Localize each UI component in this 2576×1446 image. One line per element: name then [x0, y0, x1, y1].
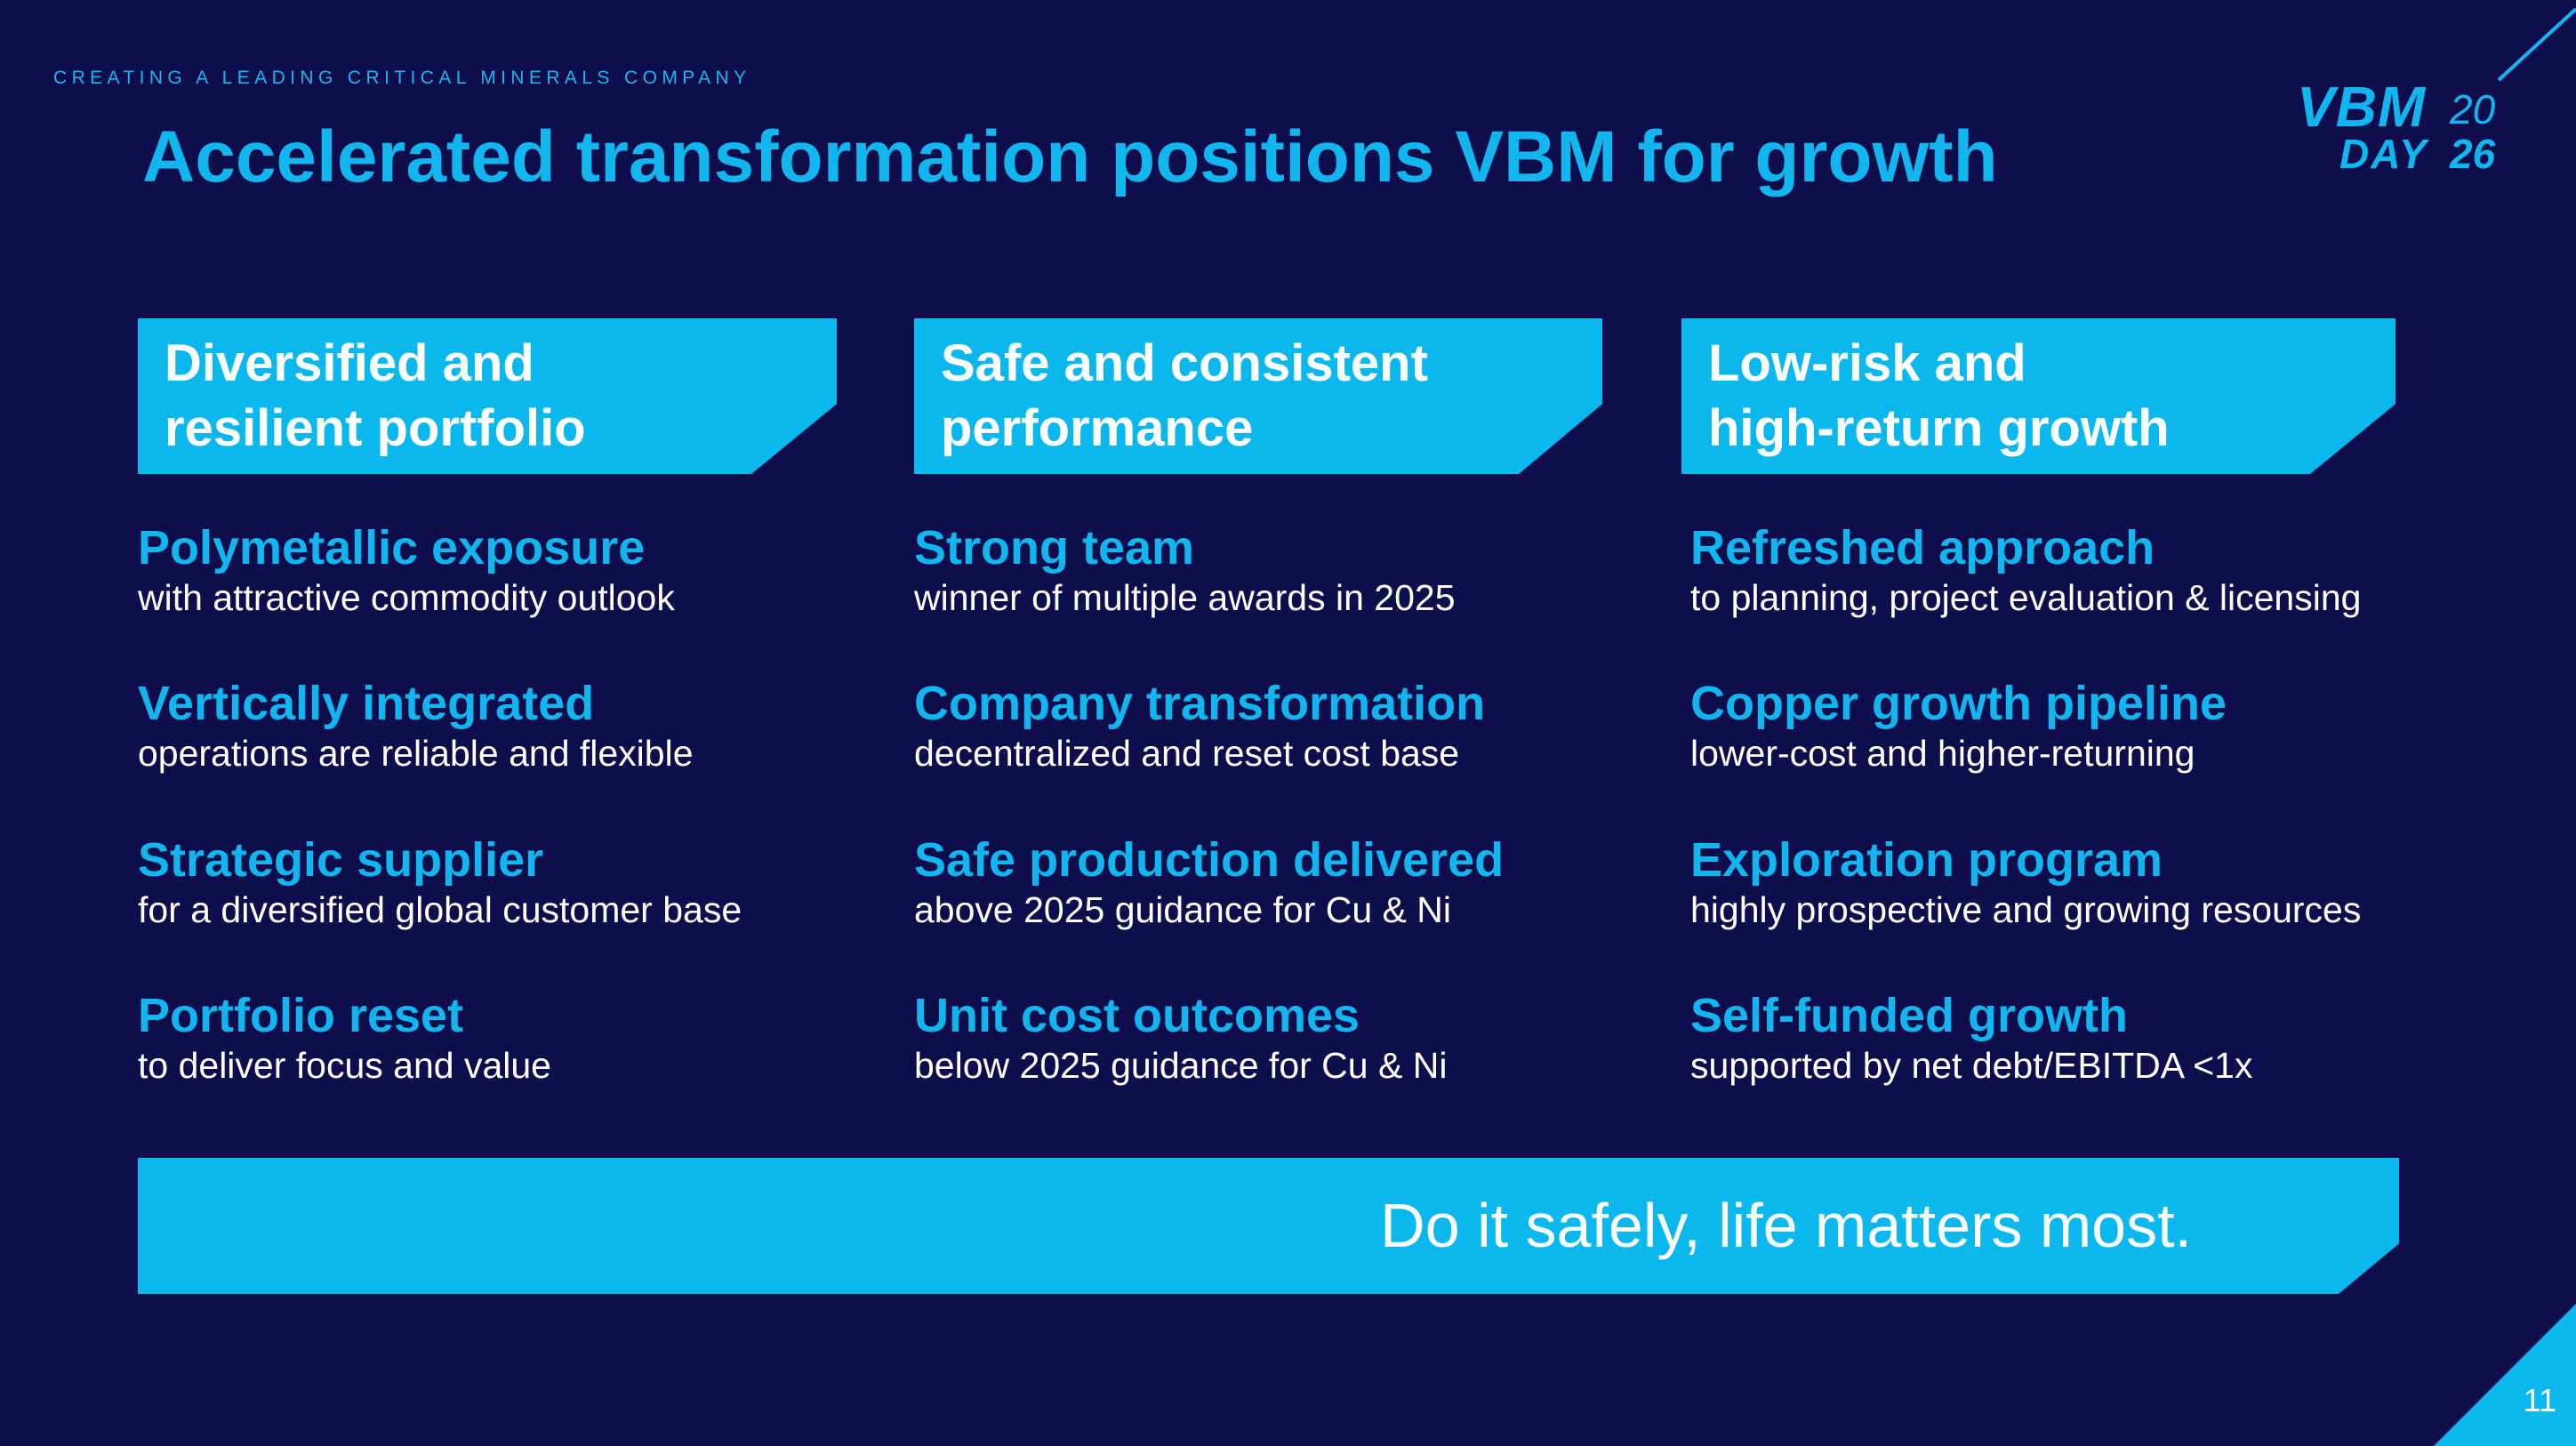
- column-header-portfolio: Diversified and resilient portfolio: [138, 318, 837, 474]
- column-header-text: Diversified and resilient portfolio: [165, 334, 586, 457]
- list-item: Strong team winner of multiple awards in…: [914, 520, 1456, 620]
- item-subtitle: winner of multiple awards in 2025: [914, 577, 1456, 618]
- item-subtitle: operations are reliable and flexible: [138, 733, 694, 774]
- item-subtitle: to deliver focus and value: [138, 1045, 551, 1086]
- item-subtitle: below 2025 guidance for Cu & Ni: [914, 1045, 1448, 1086]
- safety-banner: Do it safely, life matters most.: [138, 1158, 2399, 1294]
- item-title: Safe production delivered: [914, 833, 1505, 887]
- item-subtitle: decentralized and reset cost base: [914, 733, 1460, 774]
- item-title: Polymetallic exposure: [138, 521, 646, 574]
- item-subtitle: for a diversified global customer base: [138, 889, 742, 930]
- logo-year-top: 20: [2450, 86, 2496, 133]
- page-title: Accelerated transformation positions VBM…: [142, 116, 1998, 197]
- item-subtitle: highly prospective and growing resources: [1690, 889, 2362, 930]
- item-subtitle: supported by net debt/EBITDA <1x: [1690, 1045, 2253, 1086]
- page-number: 11: [2523, 1382, 2556, 1418]
- item-subtitle: lower-cost and higher-returning: [1690, 733, 2195, 774]
- vbm-day-logo: VBM 20 DAY 26: [2290, 78, 2503, 185]
- item-subtitle: to planning, project evaluation & licens…: [1690, 577, 2362, 618]
- list-item: Copper growth pipeline lower-cost and hi…: [1690, 676, 2227, 775]
- item-subtitle: with attractive commodity outlook: [138, 577, 675, 618]
- list-item: Portfolio reset to deliver focus and val…: [138, 988, 551, 1088]
- list-item: Self-funded growth supported by net debt…: [1690, 988, 2252, 1088]
- list-item: Safe production delivered above 2025 gui…: [914, 832, 1504, 932]
- item-title: Vertically integrated: [138, 677, 595, 730]
- safety-message: Do it safely, life matters most.: [1380, 1191, 2192, 1260]
- logo-year-bottom: 26: [2450, 131, 2496, 177]
- logo-day: DAY: [2339, 131, 2428, 177]
- column-header-text: Safe and consistent performance: [941, 334, 1428, 457]
- list-item: Exploration program highly prospective a…: [1690, 832, 2361, 932]
- list-item: Company transformation decentralized and…: [914, 676, 1485, 775]
- section-kicker: CREATING A LEADING CRITICAL MINERALS COM…: [53, 68, 751, 88]
- item-title: Portfolio reset: [138, 989, 464, 1042]
- list-item: Vertically integrated operations are rel…: [138, 676, 694, 775]
- page-corner-triangle: [2434, 1304, 2576, 1446]
- column-header-performance: Safe and consistent performance: [914, 318, 1602, 474]
- column-header-growth: Low-risk and high-return growth: [1681, 318, 2395, 474]
- item-title: Strong team: [914, 521, 1195, 574]
- list-item: Refreshed approach to planning, project …: [1690, 520, 2361, 620]
- logo-brand: VBM: [2297, 75, 2427, 139]
- item-title: Exploration program: [1690, 833, 2163, 887]
- item-title: Copper growth pipeline: [1690, 677, 2227, 730]
- column-header-text: Low-risk and high-return growth: [1708, 334, 2170, 457]
- list-item: Strategic supplier for a diversified glo…: [138, 832, 742, 932]
- item-title: Unit cost outcomes: [914, 989, 1360, 1042]
- item-title: Refreshed approach: [1690, 521, 2155, 574]
- corner-accent-line: [2497, 7, 2576, 82]
- item-title: Company transformation: [914, 677, 1486, 730]
- item-subtitle: above 2025 guidance for Cu & Ni: [914, 889, 1452, 930]
- list-item: Unit cost outcomes below 2025 guidance f…: [914, 988, 1447, 1088]
- list-item: Polymetallic exposure with attractive co…: [138, 520, 675, 620]
- item-title: Self-funded growth: [1690, 989, 2128, 1042]
- item-title: Strategic supplier: [138, 833, 544, 887]
